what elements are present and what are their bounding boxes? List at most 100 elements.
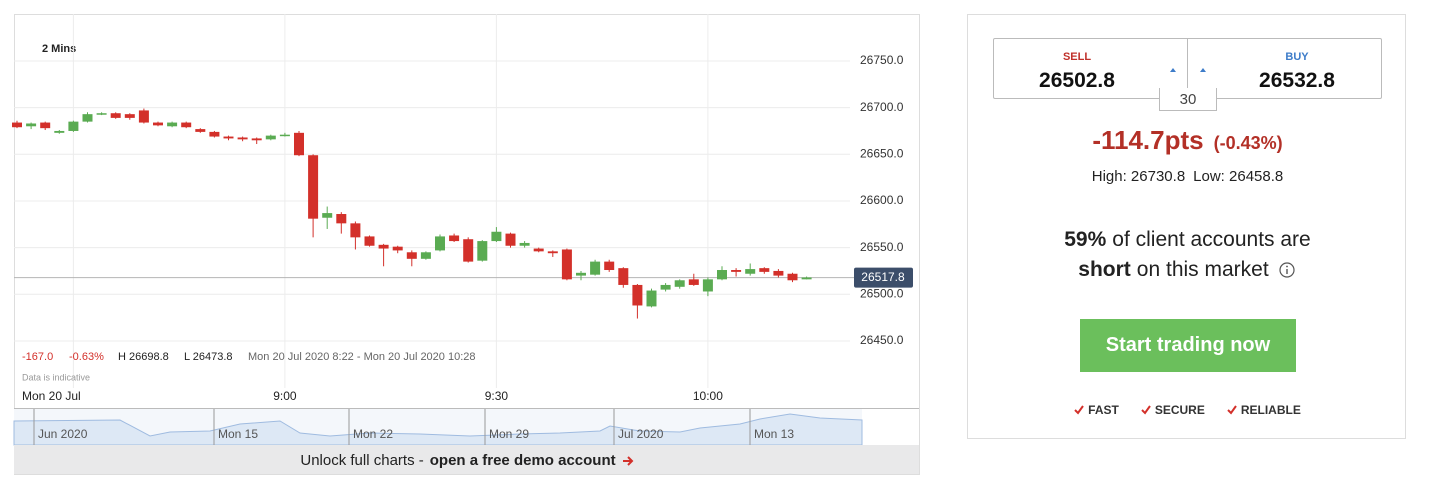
sentiment-dir: short xyxy=(1078,258,1131,281)
candle-body xyxy=(759,268,770,272)
candle-body xyxy=(801,277,812,280)
check-icon xyxy=(1227,405,1237,415)
high: High: 26730.8 xyxy=(1091,168,1186,185)
candle-body xyxy=(787,273,798,281)
banner-row: Unlock full charts - open a free demo ac… xyxy=(0,452,934,469)
candle-body xyxy=(124,114,135,118)
candle-body xyxy=(265,135,276,140)
candle-body xyxy=(463,239,474,262)
current-price-label: 26517.8 xyxy=(861,270,905,284)
candle-body xyxy=(378,244,389,249)
candle-body xyxy=(717,270,727,280)
sell-label[interactable]: SELL xyxy=(1062,51,1092,63)
summary-low: L 26473.8 xyxy=(184,351,233,363)
features: FAST SECURE RELIABLE xyxy=(968,403,1407,417)
navigator-area xyxy=(13,413,863,446)
candle-body xyxy=(110,113,121,118)
x-tick-label: 9:30 xyxy=(485,389,509,403)
buy-label[interactable]: BUY xyxy=(1285,51,1309,63)
navigator-label: Mon 15 xyxy=(218,427,258,441)
x-tick-label: 10:00 xyxy=(693,389,723,403)
y-tick-label: 26500.0 xyxy=(860,286,904,300)
candle-body xyxy=(237,137,248,140)
navigator-label: Jun 2020 xyxy=(38,427,88,441)
feature-label: FAST xyxy=(1088,403,1119,417)
spread: 30 xyxy=(1159,88,1217,111)
y-tick-label: 26700.0 xyxy=(860,100,904,114)
candle-body xyxy=(279,134,290,137)
candle-body xyxy=(618,268,629,285)
arrow-icon xyxy=(622,455,634,466)
feature: SECURE xyxy=(1141,403,1205,417)
feature-label: RELIABLE xyxy=(1240,403,1301,417)
candle-body xyxy=(702,279,713,292)
candle-body xyxy=(688,279,699,285)
summary-change: -167.0 xyxy=(22,351,53,363)
buy-price[interactable]: 26532.8 xyxy=(1259,69,1335,92)
navigator-label: Jul 2020 xyxy=(618,427,664,441)
sentiment-tail: on this market xyxy=(1136,258,1269,281)
current-price-box xyxy=(854,267,913,288)
candle-body xyxy=(209,131,220,137)
candle-body xyxy=(223,136,234,139)
candle-body xyxy=(505,233,516,246)
candle-body xyxy=(82,114,93,122)
candle-body xyxy=(477,241,488,261)
candle-body xyxy=(491,231,502,242)
low: Low: 26458.8 xyxy=(1193,168,1284,185)
candle-body xyxy=(646,290,657,307)
candle-body xyxy=(449,235,460,242)
sentiment-line-1: 59% of client accounts are xyxy=(968,228,1407,252)
candle-body xyxy=(731,270,742,272)
candle-body xyxy=(308,155,319,219)
candle-body xyxy=(660,284,671,290)
banner[interactable] xyxy=(14,445,919,474)
summary-change-pct: -0.63% xyxy=(69,351,104,363)
candle-body xyxy=(576,272,586,276)
sentiment-line-2: short on this market xyxy=(968,258,1407,282)
candle-body xyxy=(195,129,206,132)
candle-body xyxy=(590,261,601,275)
candle-body xyxy=(181,122,192,128)
candle-body xyxy=(632,284,643,306)
disclaimer: Data is indicative xyxy=(22,372,90,382)
change: -114.7pts xyxy=(1092,125,1204,155)
candle-body xyxy=(12,122,22,128)
navigator-label: Mon 13 xyxy=(754,427,794,441)
candle-body xyxy=(96,113,107,115)
interval-box[interactable] xyxy=(22,37,92,61)
sentiment-text: of client accounts are xyxy=(1112,228,1311,251)
y-tick-label: 26650.0 xyxy=(860,146,904,160)
candle-body xyxy=(420,252,431,259)
y-tick-label: 26450.0 xyxy=(860,333,904,347)
arrow-icons xyxy=(1170,68,1206,72)
summary-range: Mon 20 Jul 2020 8:22 - Mon 20 Jul 2020 1… xyxy=(248,351,476,363)
candle-body xyxy=(294,132,304,156)
candle-body xyxy=(561,249,572,280)
candle-body xyxy=(68,121,79,131)
y-tick-label: 26600.0 xyxy=(860,193,904,207)
sell-price[interactable]: 26502.8 xyxy=(1039,69,1115,92)
interval-label[interactable]: 2 Mins xyxy=(42,43,76,55)
banner-link[interactable]: open a free demo account xyxy=(429,452,616,469)
chart: 2 Mins 26450.0 26500.0 26550.0 26600.0 26650… xyxy=(12,14,920,475)
price-divider xyxy=(1187,39,1188,98)
candle-body xyxy=(519,242,530,246)
navigator-label: Mon 29 xyxy=(489,427,529,441)
candle-body xyxy=(435,236,445,251)
range-row: High: 26730.8 Low: 26458.8 xyxy=(968,168,1407,185)
candle-body xyxy=(167,122,178,127)
change-pct: (-0.43%) xyxy=(1213,133,1283,153)
candle-body xyxy=(745,269,756,274)
feature: FAST xyxy=(1074,403,1119,417)
cta-button[interactable]: Start trading now xyxy=(1080,319,1296,372)
candle-body xyxy=(251,138,262,141)
candle-body xyxy=(54,130,65,133)
change-row: -114.7pts (-0.43%) xyxy=(968,125,1407,156)
x-tick-label: 9:00 xyxy=(273,389,297,403)
info-icon[interactable] xyxy=(1275,261,1297,279)
y-tick-label: 26550.0 xyxy=(860,240,904,254)
grid xyxy=(14,14,850,388)
trade-panel: SELL 26502.8 BUY 26532.8 30 -114.7pts (-… xyxy=(967,14,1406,439)
